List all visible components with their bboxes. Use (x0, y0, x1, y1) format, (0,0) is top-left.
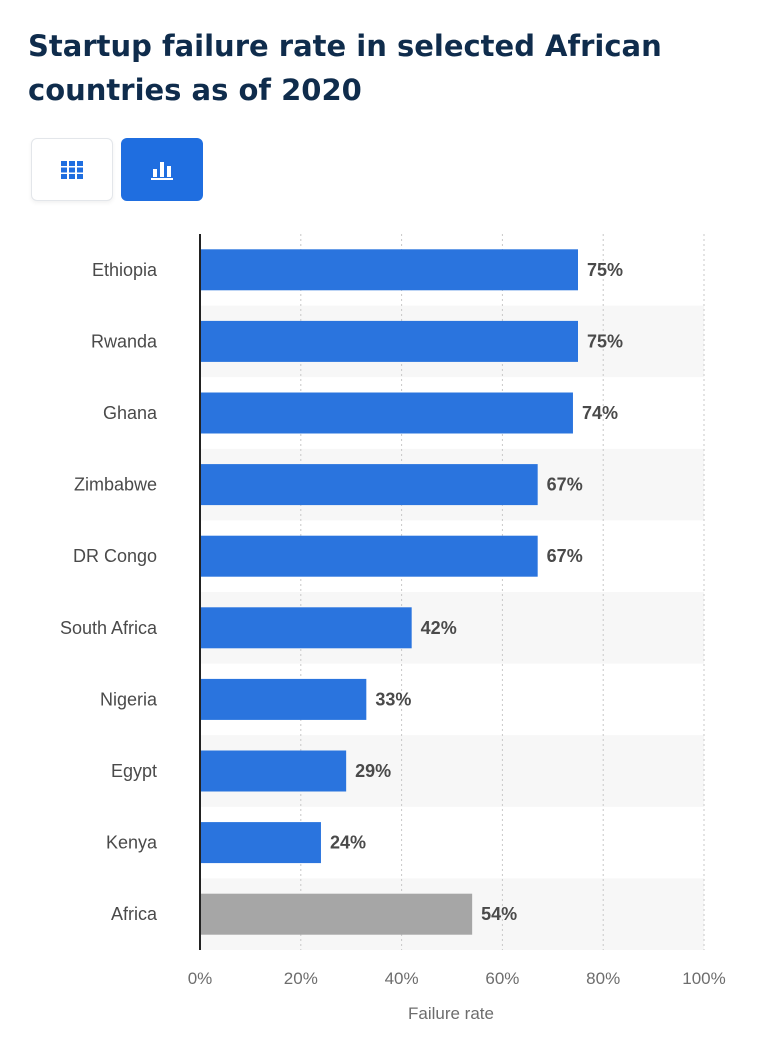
value-label: 29% (355, 761, 391, 781)
bar (200, 750, 347, 792)
category-label: Nigeria (100, 689, 158, 709)
value-label: 75% (587, 331, 623, 351)
bar-chart-icon (151, 161, 173, 180)
value-label: 74% (582, 403, 618, 423)
value-label: 75% (587, 260, 623, 280)
category-label: Africa (111, 904, 158, 924)
bar (200, 893, 473, 935)
bar (200, 249, 578, 291)
bar (200, 678, 367, 720)
value-label: 67% (547, 546, 583, 566)
value-label: 33% (375, 689, 411, 709)
bar (200, 464, 538, 506)
value-label: 54% (481, 904, 517, 924)
x-tick-label: 40% (385, 969, 419, 988)
bar (200, 822, 321, 864)
category-label: Kenya (106, 833, 158, 853)
x-tick-label: 0% (188, 969, 213, 988)
x-tick-label: 60% (485, 969, 519, 988)
grid-icon (61, 160, 83, 179)
table-view-button[interactable] (31, 138, 113, 201)
value-label: 42% (421, 618, 457, 638)
bar (200, 535, 538, 577)
x-axis-title: Failure rate (408, 1004, 494, 1023)
bar (200, 607, 412, 649)
category-label: Ethiopia (92, 260, 158, 280)
chart-title: Startup failure rate in selected African… (28, 29, 662, 107)
bar (200, 320, 578, 362)
value-label: 67% (547, 475, 583, 495)
x-tick-label: 80% (586, 969, 620, 988)
category-label: Zimbabwe (74, 475, 157, 495)
value-label: 24% (330, 833, 366, 853)
bar (200, 392, 573, 434)
category-label: Rwanda (91, 331, 158, 351)
x-tick-label: 100% (682, 969, 725, 988)
x-tick-label: 20% (284, 969, 318, 988)
chart-view-button[interactable] (121, 138, 203, 201)
category-label: Egypt (111, 761, 157, 781)
category-label: DR Congo (73, 546, 157, 566)
category-label: Ghana (103, 403, 158, 423)
category-label: South Africa (60, 618, 158, 638)
